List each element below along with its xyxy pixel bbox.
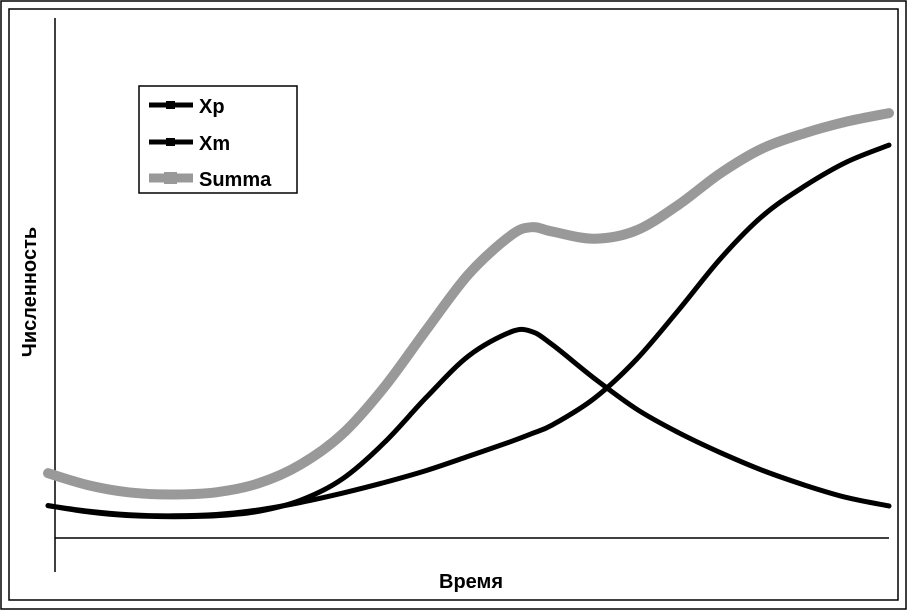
legend-label-xm: Xm [199, 133, 230, 155]
legend-marker-summa [164, 172, 177, 184]
legend-marker-xm [166, 138, 175, 146]
y-axis-label: Численность [19, 227, 41, 357]
series-layer [43, 108, 894, 520]
x-axis-label: Время [439, 571, 503, 593]
legend-label-summa: Summa [199, 169, 272, 191]
legend: Xp Xm Summa [138, 85, 298, 194]
series-line-summa [43, 108, 894, 500]
legend-label-xp: Xp [199, 96, 225, 118]
series-line-xm [45, 142, 892, 519]
legend-marker-xp [166, 101, 175, 109]
